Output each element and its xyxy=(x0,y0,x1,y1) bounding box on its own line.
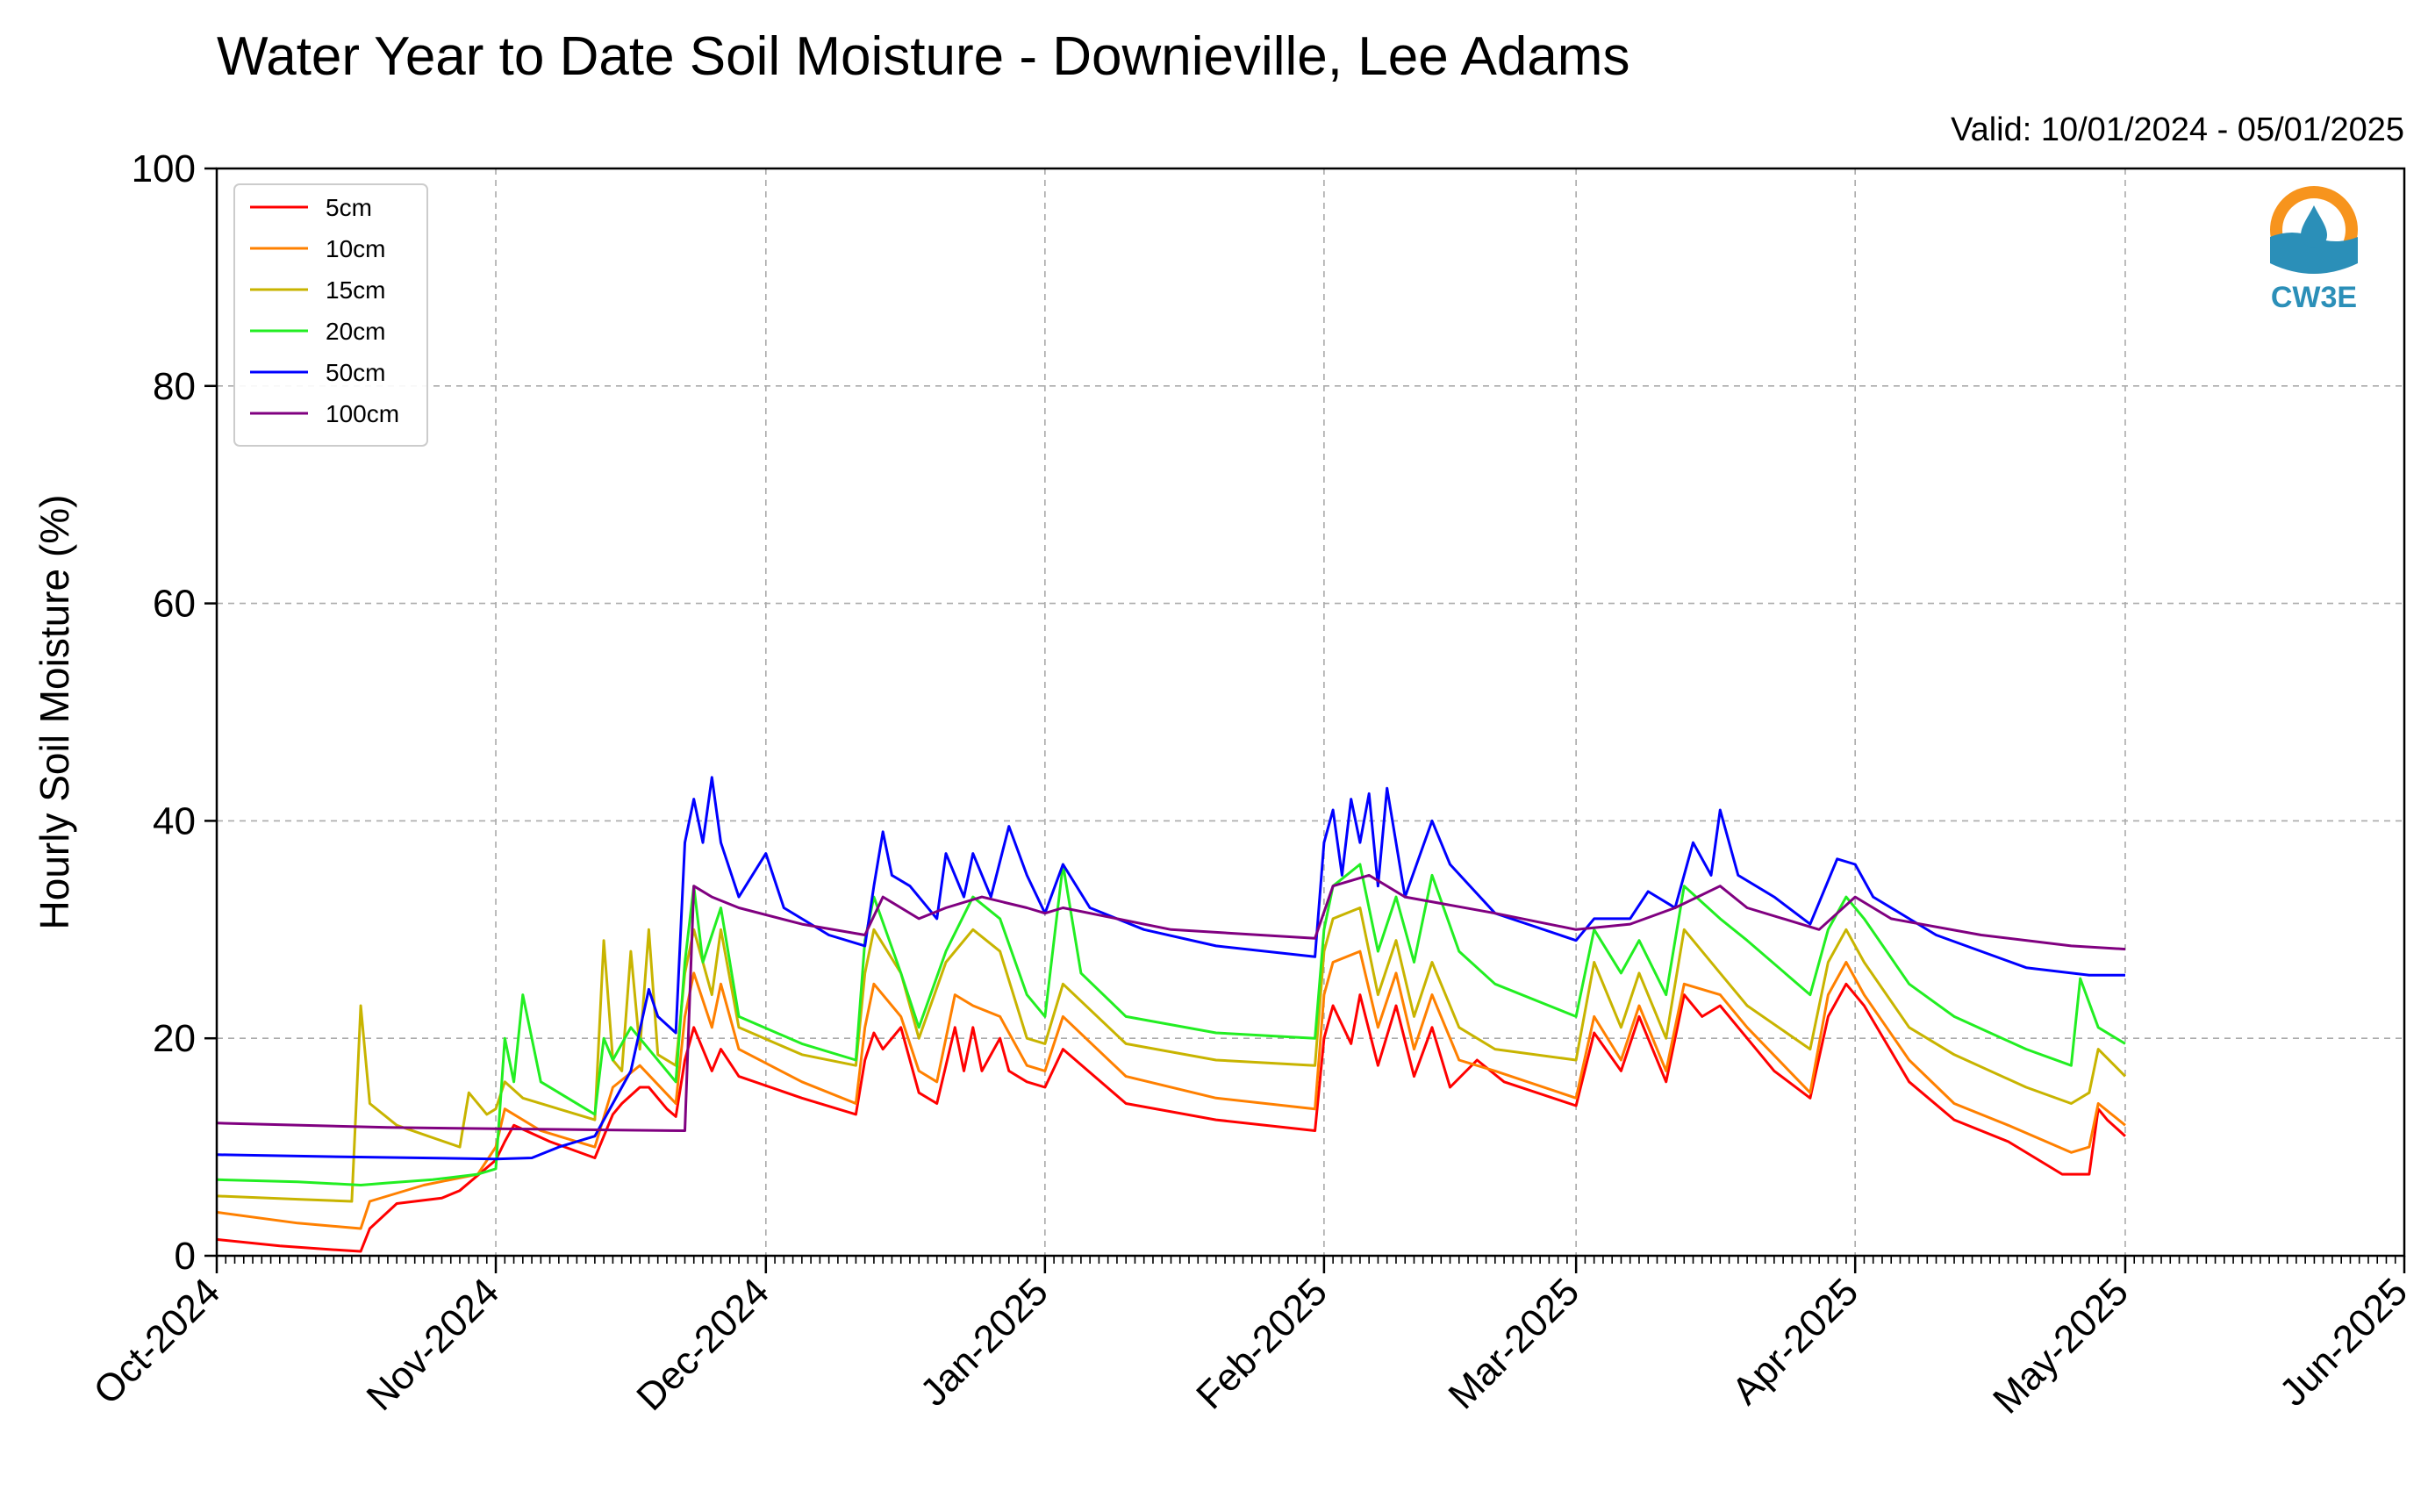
series-line-50cm xyxy=(216,776,2125,1161)
series-line-20cm xyxy=(216,863,2126,1186)
series-line-15cm xyxy=(216,906,2127,1203)
series-line-10cm xyxy=(216,949,2126,1230)
legend-label: 5cm xyxy=(326,194,372,221)
y-tick-label: 0 xyxy=(175,1235,196,1278)
y-tick-label: 100 xyxy=(132,147,196,190)
logo-label: CW3E xyxy=(2271,281,2357,314)
series-lines xyxy=(216,776,2127,1253)
legend: 5cm 10cm 15cm 20cm 50cm 100cm xyxy=(233,183,428,447)
y-axis-label: Hourly Soil Moisture (%) xyxy=(32,495,77,930)
y-tick-label: 80 xyxy=(153,365,196,408)
y-tick-label: 40 xyxy=(153,799,196,842)
cw3e-logo: CW3E xyxy=(2270,186,2358,314)
legend-label: 20cm xyxy=(326,318,385,345)
logo-waves xyxy=(2270,233,2358,274)
y-axis-ticks: 0 20 40 60 80 100 xyxy=(132,147,217,1278)
y-tick-label: 20 xyxy=(153,1017,196,1060)
y-tick-label: 60 xyxy=(153,583,196,626)
logo-drop-icon xyxy=(2301,205,2327,248)
series-line-5cm xyxy=(216,982,2127,1253)
chart-title: Water Year to Date Soil Moisture - Downi… xyxy=(217,26,1629,87)
valid-range: Valid: 10/01/2024 - 05/01/2025 xyxy=(1951,111,2404,148)
plot-frame xyxy=(215,167,2406,1258)
legend-label: 15cm xyxy=(326,276,385,304)
legend-label: 100cm xyxy=(326,400,399,427)
legend-label: 10cm xyxy=(326,235,385,262)
series-line-100cm xyxy=(216,873,2126,1132)
legend-label: 50cm xyxy=(326,359,385,386)
